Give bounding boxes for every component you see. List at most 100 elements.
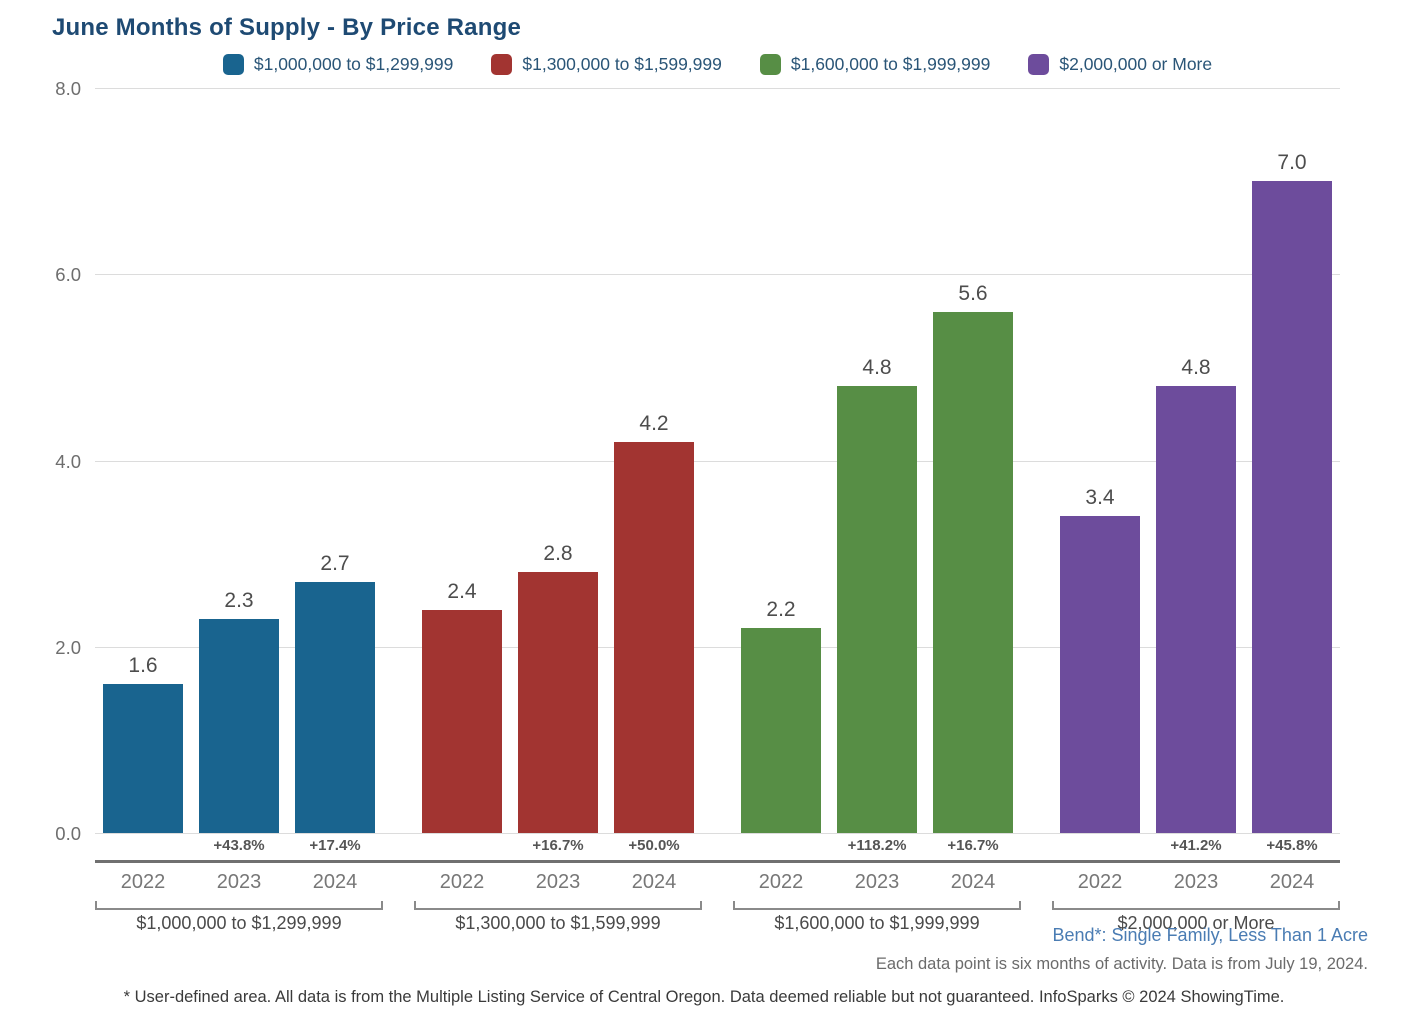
- legend-label: $1,600,000 to $1,999,999: [790, 54, 991, 74]
- bar-column: 4.8: [1156, 88, 1236, 833]
- bar-value-label: 1.6: [128, 654, 158, 677]
- bar-value-label: 2.4: [447, 579, 477, 603]
- bar[interactable]: 4.8: [1156, 356, 1236, 833]
- bar-column: 4.2: [614, 88, 694, 833]
- pct-change-label: +17.4%: [309, 837, 361, 854]
- year-cell-group: 2022 2023 2024: [414, 870, 702, 896]
- plot-area: 8.0 6.0 4.0 2.0 0.0 1.6 2.3 2.7 2.4 2.8 4.2 2.2 4.8…: [55, 78, 1340, 844]
- year-label: 2024: [1269, 871, 1315, 893]
- legend-label: $2,000,000 or More: [1059, 54, 1213, 74]
- bar[interactable]: 7.0: [1252, 151, 1332, 833]
- bar[interactable]: 4.8: [837, 356, 917, 833]
- pct-change-label: +43.8%: [213, 837, 265, 854]
- pct-change-label: [422, 833, 502, 860]
- bar-value-label: 3.4: [1085, 486, 1115, 510]
- gridline: 2.0: [55, 637, 1340, 658]
- bar-value-label: 4.8: [862, 356, 892, 379]
- legend-item[interactable]: $2,000,000 or More: [1028, 54, 1212, 75]
- bar[interactable]: 4.2: [614, 412, 694, 833]
- group-bracket: [1052, 901, 1340, 910]
- y-axis-tick-label: 4.0: [55, 450, 81, 472]
- group-label: $2,000,000 or More: [1117, 913, 1275, 933]
- pct-cell-group: +118.2% +16.7%: [733, 833, 1021, 860]
- bar-value-label: 2.8: [543, 542, 573, 566]
- bar-column: 2.3: [199, 88, 279, 833]
- gridline: 6.0: [55, 264, 1340, 285]
- page-title: June Months of Supply - By Price Range: [52, 14, 521, 41]
- year-label: 2022: [439, 871, 485, 893]
- legend-label: $1,300,000 to $1,599,999: [522, 54, 722, 74]
- year-label: 2024: [631, 871, 677, 893]
- y-axis-tick-label: 8.0: [55, 78, 81, 99]
- bar-value-label: 7.0: [1277, 151, 1307, 175]
- legend-swatch-icon: [491, 54, 513, 75]
- year-label: 2022: [120, 871, 166, 893]
- pct-change-label: +45.8%: [1266, 837, 1318, 854]
- year-label: 2023: [1173, 871, 1219, 893]
- bar[interactable]: 5.6: [933, 282, 1013, 833]
- bar[interactable]: 2.4: [422, 580, 502, 833]
- group-bracket: [733, 901, 1021, 910]
- bar-value-label: 2.7: [320, 551, 350, 575]
- bar-value-label: 2.2: [766, 598, 796, 622]
- bar-column: 2.7: [295, 88, 375, 833]
- legend-item[interactable]: $1,600,000 to $1,999,999: [759, 54, 991, 75]
- year-label: 2023: [854, 871, 900, 893]
- bar-value-label: 2.3: [224, 588, 254, 612]
- pct-change-label: [1060, 833, 1140, 860]
- legend-label: $1,000,000 to $1,299,999: [253, 54, 454, 74]
- bar-column: 3.4: [1060, 88, 1140, 833]
- gridline: 8.0: [55, 78, 1340, 99]
- group-label: $1,000,000 to $1,299,999: [136, 913, 342, 933]
- bar[interactable]: 2.7: [295, 552, 375, 833]
- pct-change-row: +43.8% +17.4% +16.7% +50.0% +118.2% +16.7% +41…: [95, 833, 1340, 860]
- bar-group: 2.4 2.8 4.2: [414, 88, 702, 833]
- bar-column: 5.6: [933, 88, 1013, 833]
- legend-swatch-icon: [1028, 54, 1050, 75]
- gridline: 0.0: [55, 823, 1340, 844]
- bar-group: 1.6 2.3 2.7: [95, 88, 383, 833]
- year-label: 2022: [758, 871, 804, 893]
- x-axis-line: [95, 860, 1340, 863]
- area-note: Bend*: Single Family, Less Than 1 Acre: [1052, 925, 1368, 945]
- x-axis-area: +43.8% +17.4% +16.7% +50.0% +118.2% +16.7% +41…: [95, 833, 1340, 934]
- legend: $1,000,000 to $1,299,999 $1,300,000 to $1…: [95, 54, 1340, 75]
- data-note: Each data point is six months of activit…: [875, 955, 1368, 973]
- pct-change-label: +16.7%: [532, 837, 584, 854]
- pct-cell-group: +43.8% +17.4%: [95, 833, 383, 860]
- legend-swatch-icon: [759, 54, 781, 75]
- gridline: 4.0: [55, 451, 1340, 472]
- bar-group: 2.2 4.8 5.6: [733, 88, 1021, 833]
- pct-cell-group: +16.7% +50.0%: [414, 833, 702, 860]
- year-label: 2023: [535, 871, 581, 893]
- pct-change-label: +41.2%: [1170, 837, 1222, 854]
- bar-column: 2.8: [518, 88, 598, 833]
- group-bracket: [414, 901, 702, 910]
- bar[interactable]: 2.3: [199, 589, 279, 833]
- bar[interactable]: 2.2: [741, 598, 821, 833]
- bar-column: 2.2: [741, 88, 821, 833]
- pct-change-label: +118.2%: [847, 837, 907, 854]
- bar-value-label: 4.2: [639, 411, 669, 435]
- pct-change-label: +50.0%: [628, 837, 680, 854]
- pct-change-label: [103, 833, 183, 860]
- bar-value-label: 4.8: [1181, 356, 1211, 379]
- bar-column: 2.4: [422, 88, 502, 833]
- pct-change-label: [741, 833, 821, 860]
- bar[interactable]: 2.8: [518, 542, 598, 833]
- y-axis-tick-label: 2.0: [55, 636, 81, 658]
- year-label-row: 2022 2023 2024 2022 2023 2024 2022 2023 2024 2022…: [95, 863, 1340, 896]
- bar-value-label: 5.6: [958, 281, 988, 305]
- y-axis-tick-label: 0.0: [55, 823, 81, 844]
- year-cell-group: 2022 2023 2024: [1052, 870, 1340, 896]
- group-label-row: $1,000,000 to $1,299,999 $1,300,000 to $1…: [95, 913, 1340, 934]
- group-bracket-row: [95, 901, 1340, 910]
- bar[interactable]: 3.4: [1060, 486, 1140, 833]
- legend-item[interactable]: $1,300,000 to $1,599,999: [491, 54, 722, 75]
- bar[interactable]: 1.6: [103, 654, 183, 833]
- year-label: 2022: [1077, 871, 1123, 893]
- legend-item[interactable]: $1,000,000 to $1,299,999: [222, 54, 454, 75]
- group-label: $1,600,000 to $1,999,999: [774, 913, 980, 933]
- year-label: 2024: [312, 871, 358, 893]
